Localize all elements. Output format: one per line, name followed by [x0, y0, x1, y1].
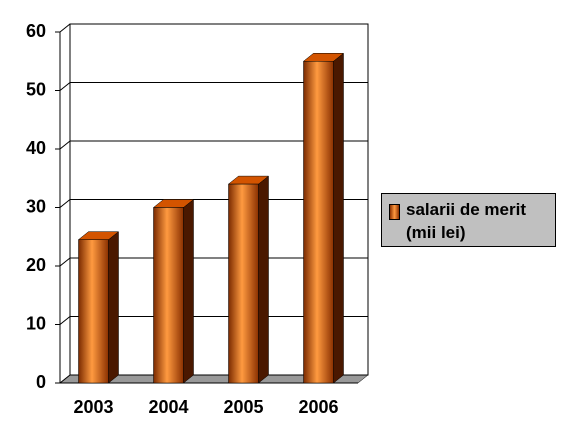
y-tick-label: 20: [26, 255, 46, 275]
y-tick-label: 40: [26, 138, 46, 158]
x-tick-label: 2004: [148, 397, 188, 417]
bar-side: [258, 175, 269, 384]
y-tick-label: 10: [26, 313, 46, 333]
y-tick-label: 60: [26, 21, 46, 41]
legend: salarii de merit (mii lei): [381, 193, 556, 247]
legend-label: salarii de merit (mii lei): [406, 200, 527, 242]
x-tick-label: 2003: [73, 397, 113, 417]
bar-side: [183, 198, 194, 384]
legend-swatch: [389, 204, 400, 220]
y-tick-label: 0: [36, 372, 46, 392]
grid-line: [59, 140, 368, 150]
bar-side: [333, 52, 344, 384]
bar: [153, 207, 184, 384]
bar: [303, 61, 334, 384]
y-tick-label: 30: [26, 196, 46, 216]
x-tick-label: 2005: [223, 397, 263, 417]
grid-line: [59, 82, 368, 91]
bar: [78, 239, 109, 384]
grid-line: [59, 23, 368, 33]
y-tick-label: 50: [26, 79, 46, 99]
bar: [228, 183, 259, 384]
x-tick-label: 2006: [298, 397, 338, 417]
bar-side: [108, 231, 119, 384]
